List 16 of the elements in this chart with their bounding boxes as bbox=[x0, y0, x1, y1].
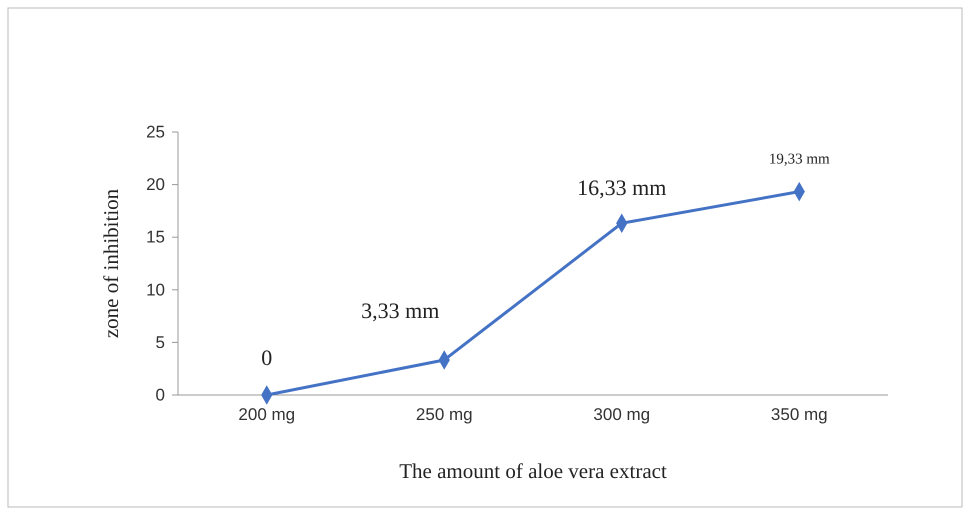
data-label: 16,33 mm bbox=[577, 175, 666, 200]
y-tick-label: 5 bbox=[156, 332, 165, 352]
x-tick-label: 300 mg bbox=[593, 405, 650, 424]
x-axis-title: The amount of aloe vera extract bbox=[399, 459, 667, 483]
y-tick-label: 25 bbox=[146, 122, 165, 142]
y-tick-label: 0 bbox=[156, 385, 165, 404]
y-tick-label: 10 bbox=[146, 280, 165, 300]
x-tick-label: 250 mg bbox=[416, 405, 473, 424]
y-axis-title: zone of inhibition bbox=[99, 188, 123, 338]
y-tick-label: 15 bbox=[146, 228, 165, 247]
data-label: 3,33 mm bbox=[361, 298, 440, 323]
data-label: 19,33 mm bbox=[768, 152, 830, 168]
y-tick-label: 20 bbox=[146, 175, 165, 194]
x-tick-label: 350 mg bbox=[770, 405, 828, 424]
data-label: 0 bbox=[261, 345, 272, 370]
x-tick-label: 200 mg bbox=[238, 405, 296, 424]
